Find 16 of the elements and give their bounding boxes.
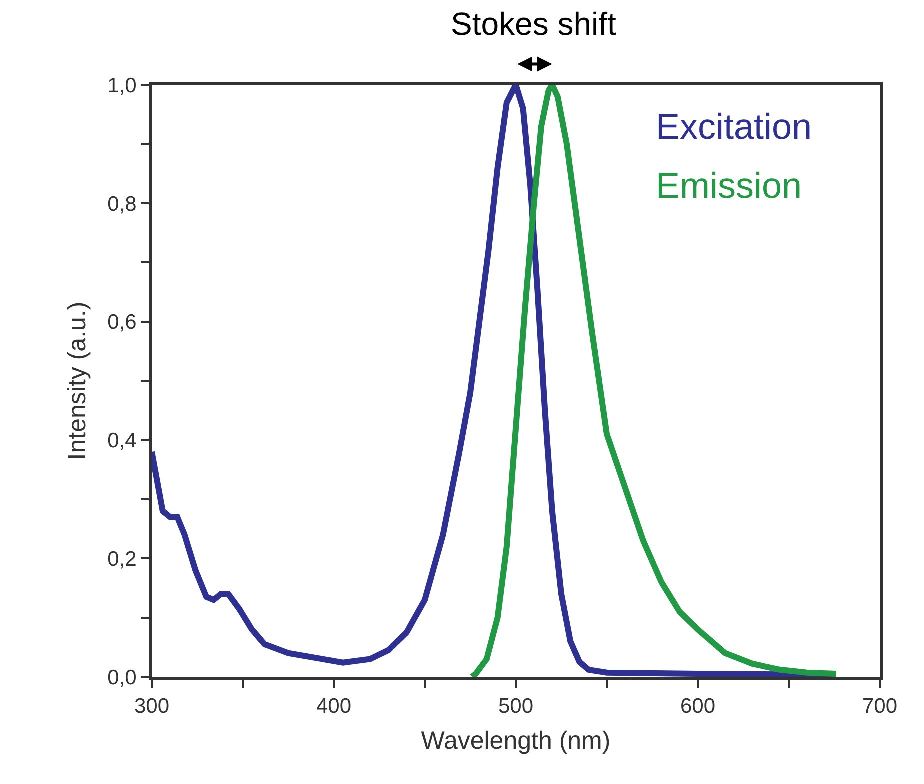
x-tick-label: 600 [680, 695, 716, 718]
y-tick-label: 0,6 [108, 311, 137, 334]
y-tick-label: 0,0 [108, 666, 137, 690]
y-tick-label: 0,2 [108, 548, 137, 571]
x-tick-label: 400 [316, 695, 352, 718]
text: Stokes shift [451, 6, 617, 42]
x-axis-title: Wavelength (nm) [421, 727, 611, 756]
x-tick-label: 500 [498, 695, 534, 718]
x-tick-label: 700 [862, 695, 898, 718]
y-axis-title: Intensity (a.u.) [63, 302, 92, 460]
y-tick-label: 1,0 [108, 74, 137, 98]
y-tick-label: 0,8 [108, 192, 137, 216]
text: Excitation [656, 106, 812, 147]
y-tick-label: 0,4 [108, 430, 138, 453]
x-tick-label: 300 [134, 695, 170, 718]
text: Emission [656, 165, 802, 206]
